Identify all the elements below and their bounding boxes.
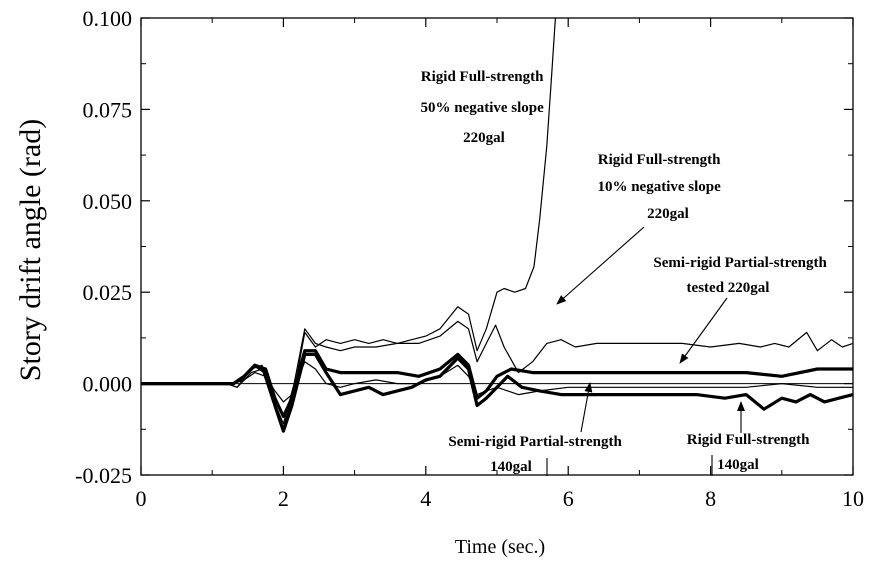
axis-ticks: 0 2 4 6 8 10 -0.025 0.000 0.025 0.050 0.075 0.100 (75, 6, 864, 511)
x-tick-label: 8 (705, 486, 716, 511)
annotation-rigid-140: Rigid Full-strength 140gal (687, 432, 813, 473)
x-axis-title: Time (sec.) (455, 536, 545, 558)
arrow-semirigid-tested-220 (679, 297, 728, 364)
y-tick-label: -0.025 (75, 463, 132, 488)
x-tick-label: 6 (563, 486, 574, 511)
y-tick-label: 0.075 (83, 97, 133, 122)
annotation-rigid-10pct-220: Rigid Full-strength 10% negative slope 2… (597, 152, 724, 222)
plot-frame (140, 17, 854, 476)
annotation-arrows (546, 226, 745, 476)
y-tick-label: 0.000 (83, 372, 133, 397)
series-layer (141, 18, 853, 433)
series-line-5 (141, 361, 853, 403)
y-tick-label: 0.100 (83, 6, 133, 31)
series-line-2 (141, 320, 853, 425)
annotation-rigid-50pct-220: Rigid Full-strength 50% negative slope 2… (420, 69, 547, 146)
arrow-semirigid-140 (580, 382, 593, 433)
arrow-rigid-10pct-220 (556, 226, 645, 305)
series-line-4 (141, 349, 853, 419)
y-tick-label: 0.050 (83, 189, 133, 214)
y-axis-title: Story drift angle (rad) (14, 119, 47, 381)
x-tick-label: 0 (136, 486, 147, 511)
x-tick-label: 4 (420, 486, 431, 511)
series-line-3 (141, 352, 853, 433)
x-tick-label: 2 (278, 486, 289, 511)
y-tick-label: 0.025 (83, 280, 133, 305)
annotation-semirigid-tested-220: Semi-rigid Partial-strength tested 220ga… (653, 255, 830, 296)
annotation-semirigid-140: Semi-rigid Partial-strength 140gal (448, 434, 625, 475)
x-tick-label: 10 (842, 486, 864, 511)
